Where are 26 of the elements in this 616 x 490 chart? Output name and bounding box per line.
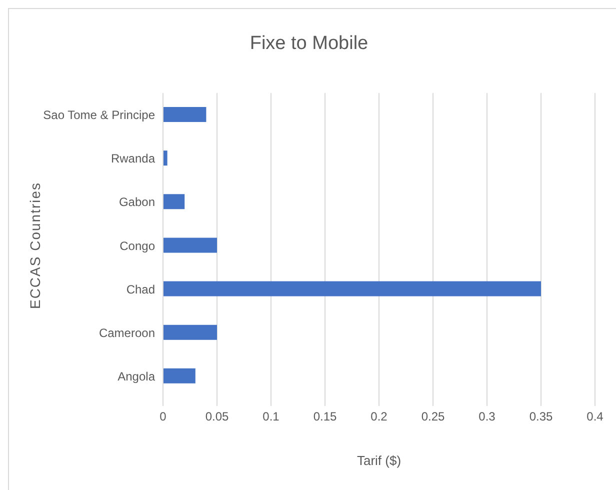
- x-tick-label: 0.25: [421, 410, 445, 424]
- y-axis-title: ECCAS Countries: [27, 182, 43, 310]
- y-tick-label: Gabon: [118, 195, 155, 210]
- bar: [163, 194, 185, 210]
- bar: [163, 324, 217, 340]
- y-tick-label: Congo: [120, 238, 156, 253]
- y-tick-label: Rwanda: [110, 152, 156, 166]
- chart-title: Fixe to Mobile: [248, 33, 370, 55]
- x-tick-label: 0.35: [529, 410, 553, 424]
- bar: [163, 281, 541, 296]
- x-tick-label: 0.3: [478, 410, 496, 424]
- x-tick-label: 0: [160, 410, 167, 424]
- x-axis-title: Tarif ($): [356, 453, 402, 468]
- x-tick-label: 0.15: [313, 410, 337, 424]
- bar: [163, 368, 196, 384]
- x-tick-label: 0.4: [586, 410, 604, 424]
- x-tick-label: 0.1: [262, 410, 280, 424]
- y-tick-label: Sao Tome & Principe: [43, 108, 156, 122]
- y-tick-label: Angola: [118, 369, 156, 384]
- bar: [163, 238, 217, 253]
- x-tick-label: 0.2: [370, 410, 388, 424]
- y-tick-label: Cameroon: [98, 326, 155, 340]
- bar: [163, 150, 168, 166]
- x-tick-label: 0.05: [205, 410, 229, 424]
- bar: [163, 107, 206, 122]
- y-tick-label: Chad: [126, 282, 155, 296]
